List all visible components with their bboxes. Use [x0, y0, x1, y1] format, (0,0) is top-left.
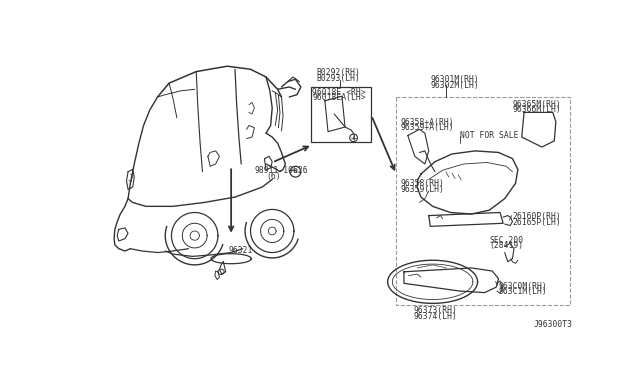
- Text: 98911-10626: 98911-10626: [254, 166, 308, 175]
- Text: 26160P(RH): 26160P(RH): [513, 212, 561, 221]
- Text: SEC.200: SEC.200: [489, 235, 524, 245]
- Text: 96018E <RH>: 96018E <RH>: [312, 88, 366, 97]
- Text: 96374(LH): 96374(LH): [413, 312, 457, 321]
- Text: 96018EA(LH>: 96018EA(LH>: [312, 93, 366, 102]
- Text: J96300T3: J96300T3: [533, 320, 572, 329]
- Text: 963C0M(RH): 963C0M(RH): [499, 282, 547, 291]
- Bar: [396, 97, 570, 305]
- Text: (6): (6): [266, 172, 280, 181]
- Text: 96365M(RH): 96365M(RH): [513, 100, 561, 109]
- Text: B0292(RH): B0292(RH): [316, 68, 360, 77]
- Text: 26165P(LH): 26165P(LH): [513, 218, 561, 227]
- Bar: [311, 87, 371, 142]
- Text: 96359+A(LH): 96359+A(LH): [400, 123, 454, 132]
- Text: 963C1M(LH): 963C1M(LH): [499, 287, 547, 296]
- Text: 96358(RH): 96358(RH): [400, 179, 444, 188]
- Text: N: N: [293, 169, 297, 174]
- Text: 96302M(LH): 96302M(LH): [430, 81, 479, 90]
- Text: 96366M(LH): 96366M(LH): [513, 106, 561, 115]
- Text: NOT FOR SALE: NOT FOR SALE: [460, 131, 518, 140]
- Text: B0293(LH): B0293(LH): [316, 74, 360, 83]
- Text: (28419): (28419): [489, 241, 524, 250]
- Text: 96358+A(RH): 96358+A(RH): [400, 118, 454, 127]
- Text: 96301M(RH): 96301M(RH): [430, 76, 479, 84]
- Text: 96373(RH): 96373(RH): [413, 307, 457, 315]
- Text: 96359(LH): 96359(LH): [400, 185, 444, 194]
- Text: 96321: 96321: [228, 246, 252, 256]
